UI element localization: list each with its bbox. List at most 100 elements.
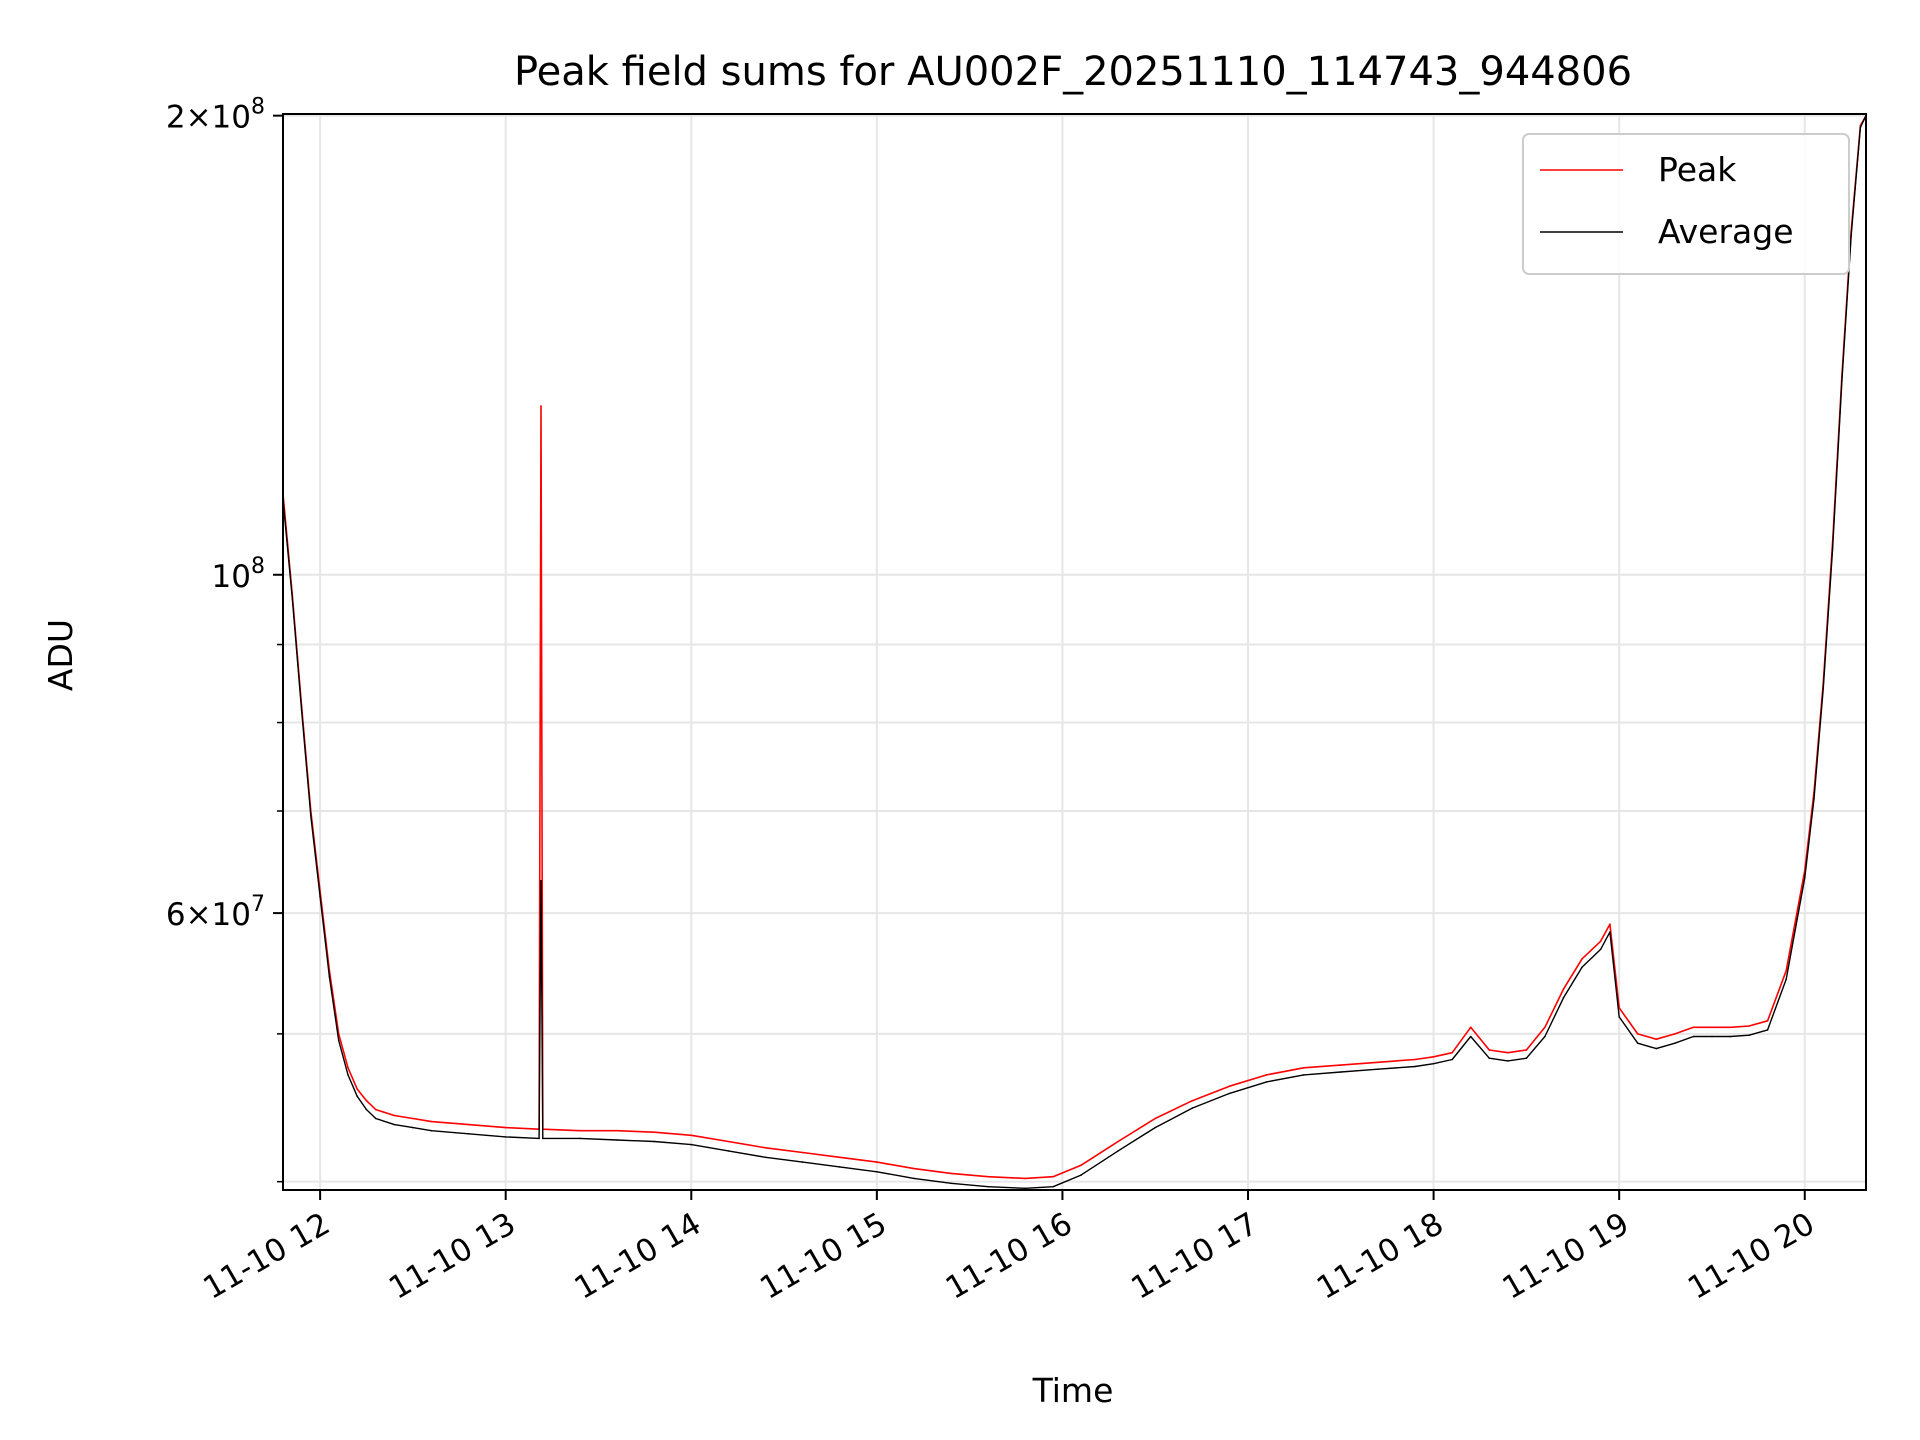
legend-label: Peak xyxy=(1658,150,1737,189)
data-point-average xyxy=(1024,1187,1027,1190)
data-point-peak xyxy=(1544,1026,1546,1029)
data-point-peak xyxy=(1525,1049,1528,1051)
data-point-average xyxy=(1822,687,1825,689)
data-point-average xyxy=(1599,948,1602,951)
series-line-average xyxy=(282,115,1867,1190)
data-point-average xyxy=(375,1117,377,1120)
data-point-average xyxy=(1636,1042,1639,1044)
data-point-average xyxy=(1265,1081,1268,1083)
data-point-average xyxy=(365,1108,368,1111)
legend-box xyxy=(1522,133,1850,275)
data-point-average xyxy=(1302,1074,1305,1076)
data-point-peak xyxy=(1729,1026,1732,1029)
data-point-peak xyxy=(1265,1074,1268,1076)
data-point-peak xyxy=(1599,940,1602,943)
data-point-average xyxy=(467,1133,470,1135)
data-point-peak xyxy=(838,1156,841,1159)
data-point-average xyxy=(1748,1034,1750,1036)
data-point-average xyxy=(1804,876,1806,879)
data-point-average xyxy=(504,1136,507,1138)
data-point-peak xyxy=(412,1117,414,1120)
data-point-peak xyxy=(1562,988,1565,990)
data-point-peak xyxy=(1711,1026,1713,1029)
y-tick-label: 108 xyxy=(212,554,265,595)
data-point-peak xyxy=(1228,1085,1231,1087)
data-point-peak xyxy=(1636,1033,1639,1035)
data-point-peak xyxy=(690,1134,693,1137)
data-point-average xyxy=(1544,1035,1546,1038)
data-point-average xyxy=(1609,931,1611,933)
data-point-average xyxy=(1766,1029,1769,1031)
x-axis-label: Time xyxy=(1032,1371,1114,1410)
data-point-peak xyxy=(1692,1026,1695,1029)
data-point-peak xyxy=(950,1172,952,1175)
data-point-peak xyxy=(393,1114,396,1117)
data-point-average xyxy=(1191,1107,1194,1109)
data-point-peak xyxy=(1154,1117,1156,1120)
data-point-average xyxy=(1377,1068,1379,1070)
data-point-average xyxy=(540,880,542,882)
data-point-average xyxy=(1581,966,1583,968)
data-point-peak xyxy=(616,1129,618,1132)
data-point-average xyxy=(1451,1058,1453,1061)
data-point-average xyxy=(1469,1035,1472,1038)
chart-title: Peak field sums for AU002F_20251110_1147… xyxy=(514,49,1632,95)
data-point-average xyxy=(876,1171,878,1173)
data-point-average xyxy=(1562,997,1565,999)
data-point-peak xyxy=(1414,1058,1416,1061)
data-point-average xyxy=(653,1140,655,1143)
data-point-peak xyxy=(1340,1064,1342,1066)
data-point-average xyxy=(319,896,321,898)
data-point-average xyxy=(1841,380,1843,382)
data-point-peak xyxy=(1507,1051,1509,1054)
data-point-average xyxy=(412,1126,414,1129)
data-point-average xyxy=(1831,548,1834,550)
data-point-average xyxy=(1729,1035,1732,1038)
data-point-peak xyxy=(1766,1020,1769,1022)
y-tick-label: 2×108 xyxy=(166,95,265,136)
data-point-average xyxy=(727,1150,730,1152)
data-point-peak xyxy=(1655,1038,1658,1040)
data-point-average xyxy=(310,815,312,817)
data-point-average xyxy=(300,709,303,712)
data-point-average xyxy=(1052,1185,1054,1188)
data-point-peak xyxy=(801,1151,804,1154)
data-point-peak xyxy=(876,1161,878,1163)
data-point-average xyxy=(1859,126,1862,129)
data-point-peak xyxy=(1024,1177,1027,1180)
data-point-average xyxy=(801,1161,804,1163)
data-point-average xyxy=(538,1137,540,1140)
data-point-peak xyxy=(356,1088,359,1090)
data-point-average xyxy=(1692,1035,1695,1038)
grid xyxy=(283,114,1866,1190)
data-point-average xyxy=(1618,1016,1620,1018)
y-axis-ticks: 6×107 108 2×108 xyxy=(166,95,283,1183)
data-point-peak xyxy=(764,1147,767,1149)
data-point-average xyxy=(430,1129,433,1132)
data-point-peak xyxy=(1581,958,1583,960)
data-point-average xyxy=(1850,234,1852,236)
data-point-average xyxy=(1414,1065,1416,1068)
data-point-average xyxy=(337,1039,340,1042)
data-point-peak xyxy=(504,1126,507,1129)
data-point-average xyxy=(690,1143,693,1146)
legend: Peak Average xyxy=(1522,133,1850,275)
data-point-average xyxy=(1432,1062,1435,1065)
data-point-peak xyxy=(987,1175,989,1178)
data-point-peak xyxy=(1302,1067,1305,1069)
data-point-peak xyxy=(1469,1026,1472,1029)
series-line-peak xyxy=(282,115,1867,1180)
data-point-average xyxy=(1154,1126,1156,1129)
data-point-average xyxy=(1340,1071,1342,1073)
data-point-peak xyxy=(375,1108,377,1111)
data-point-average xyxy=(950,1182,952,1185)
data-point-peak xyxy=(653,1131,655,1133)
data-point-average xyxy=(1507,1060,1509,1062)
data-point-peak xyxy=(467,1123,470,1126)
data-point-peak xyxy=(1052,1175,1054,1178)
data-point-average xyxy=(356,1095,359,1098)
data-point-average xyxy=(1655,1047,1658,1050)
axes-frame xyxy=(282,113,1867,1191)
y-tick-label: 6×107 xyxy=(166,892,265,933)
